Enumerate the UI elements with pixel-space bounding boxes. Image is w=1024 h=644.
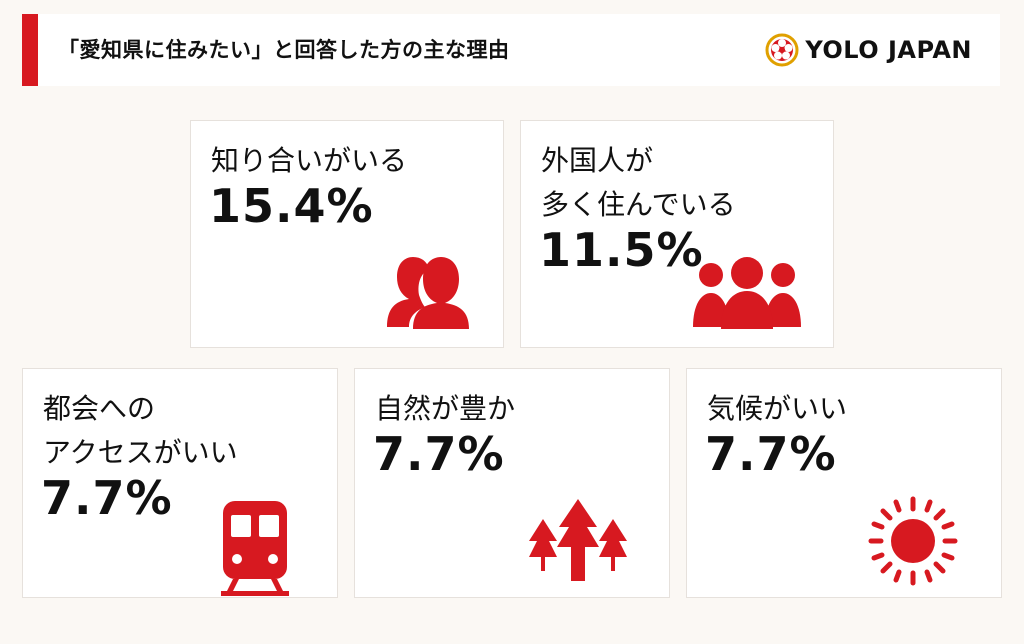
two-people-icon <box>387 257 469 329</box>
reason-label: 自然が豊か <box>375 392 516 425</box>
reason-card-3: 都会への アクセスがいい 7.7% <box>22 368 338 598</box>
reason-label: 気候がいい <box>707 392 848 425</box>
reason-card-1: 知り合いがいる 15.4% <box>190 120 504 348</box>
reason-card-5: 気候がいい 7.7% <box>686 368 1002 598</box>
reason-label: 外国人が 多く住んでいる <box>541 144 736 221</box>
reason-label: 都会への アクセスがいい <box>43 392 238 469</box>
header-accent-bar <box>22 14 38 86</box>
logo-flower-icon <box>765 33 799 67</box>
reason-value: 7.7% <box>41 471 173 525</box>
reason-value: 7.7% <box>705 427 837 481</box>
trees-icon <box>529 499 627 581</box>
reason-card-4: 自然が豊か 7.7% <box>354 368 670 598</box>
train-icon <box>221 501 289 596</box>
page-title: 「愛知県に住みたい」と回答した方の主な理由 <box>58 38 510 62</box>
logo: YOLO JAPAN <box>765 32 972 68</box>
reason-label: 知り合いがいる <box>211 144 408 177</box>
reason-value: 11.5% <box>539 223 704 277</box>
header: 「愛知県に住みたい」と回答した方の主な理由 YOLO JAPAN <box>22 14 1000 86</box>
three-people-icon <box>693 257 801 329</box>
logo-text: YOLO JAPAN <box>805 36 972 64</box>
reason-card-2: 外国人が 多く住んでいる 11.5% <box>520 120 834 348</box>
sun-icon <box>868 496 958 586</box>
reason-value: 7.7% <box>373 427 505 481</box>
reason-value: 15.4% <box>209 179 374 233</box>
